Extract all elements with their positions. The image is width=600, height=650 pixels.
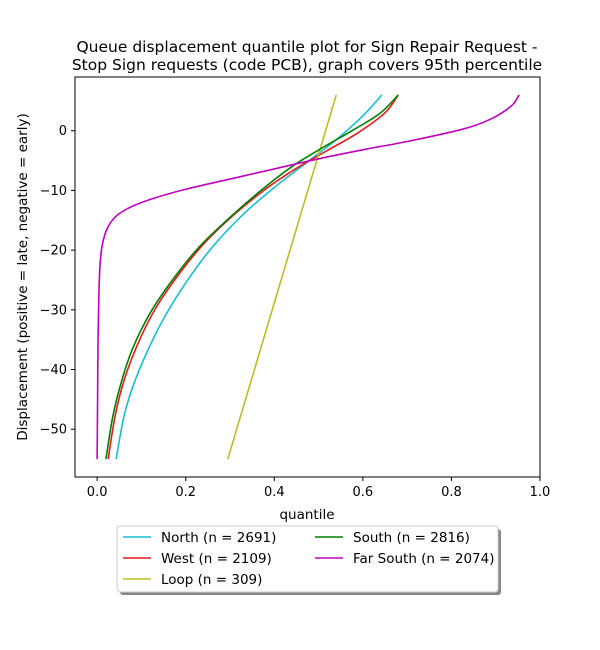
chart-title-line-1: Queue displacement quantile plot for Sig…: [76, 38, 537, 56]
x-ticks: 0.0 0.2 0.4 0.6 0.8 1.0: [87, 477, 551, 500]
x-tick-label: 0.0: [87, 485, 108, 500]
legend-label-north: North (n = 2691): [161, 530, 276, 546]
legend-label-south: South (n = 2816): [353, 530, 470, 546]
x-tick-label: 0.6: [353, 485, 374, 500]
y-tick-label: −40: [40, 363, 67, 378]
chart-title-line-2: Stop Sign requests (code PCB), graph cov…: [72, 56, 542, 74]
series-line-south: [105, 94, 399, 460]
legend: North (n = 2691) West (n = 2109) Loop (n =…: [116, 525, 501, 595]
x-tick-label: 1.0: [530, 485, 551, 500]
legend-label-loop: Loop (n = 309): [161, 572, 262, 588]
plot-frame: [74, 76, 541, 478]
y-tick-label: −20: [40, 244, 67, 259]
legend-box: [116, 525, 499, 593]
series-layer: [96, 94, 520, 460]
series-line-north: [115, 94, 383, 460]
legend-label-west: West (n = 2109): [161, 551, 272, 567]
y-tick-label: −30: [40, 303, 67, 318]
y-tick-label: −50: [40, 423, 67, 438]
legend-entries: North (n = 2691) West (n = 2109) Loop (n =…: [123, 530, 495, 588]
y-tick-label: 0: [59, 124, 67, 139]
series-line-loop: [227, 94, 338, 460]
y-ticks: −50 −40 −30 −20 −10 0: [40, 124, 75, 438]
x-tick-label: 0.4: [264, 485, 285, 500]
x-tick-label: 0.8: [441, 485, 462, 500]
y-axis-label: Displacement (positive = late, negative …: [15, 113, 31, 441]
series-line-west: [107, 94, 399, 460]
chart-title: Queue displacement quantile plot for Sig…: [72, 38, 542, 74]
series-line-far-south: [96, 94, 520, 460]
x-tick-label: 0.2: [175, 485, 196, 500]
y-tick-label: −10: [40, 184, 67, 199]
legend-label-far-south: Far South (n = 2074): [353, 551, 495, 567]
x-axis-label: quantile: [279, 507, 334, 523]
